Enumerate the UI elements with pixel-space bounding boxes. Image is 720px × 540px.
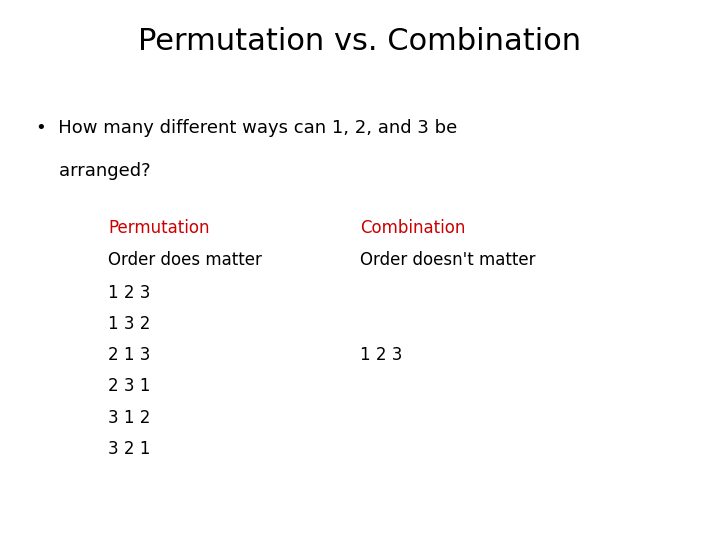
- Text: 1 3 2: 1 3 2: [108, 315, 150, 333]
- Text: 2 1 3: 2 1 3: [108, 346, 150, 364]
- Text: Permutation vs. Combination: Permutation vs. Combination: [138, 27, 582, 56]
- Text: •  How many different ways can 1, 2, and 3 be: • How many different ways can 1, 2, and …: [36, 119, 457, 137]
- Text: Combination: Combination: [360, 219, 465, 237]
- Text: Order doesn't matter: Order doesn't matter: [360, 251, 536, 269]
- Text: Permutation: Permutation: [108, 219, 210, 237]
- Text: 2 3 1: 2 3 1: [108, 377, 150, 395]
- Text: 1 2 3: 1 2 3: [360, 346, 402, 364]
- Text: arranged?: arranged?: [36, 162, 150, 180]
- Text: 3 1 2: 3 1 2: [108, 409, 150, 427]
- Text: 3 2 1: 3 2 1: [108, 440, 150, 458]
- Text: Order does matter: Order does matter: [108, 251, 262, 269]
- Text: 1 2 3: 1 2 3: [108, 284, 150, 301]
